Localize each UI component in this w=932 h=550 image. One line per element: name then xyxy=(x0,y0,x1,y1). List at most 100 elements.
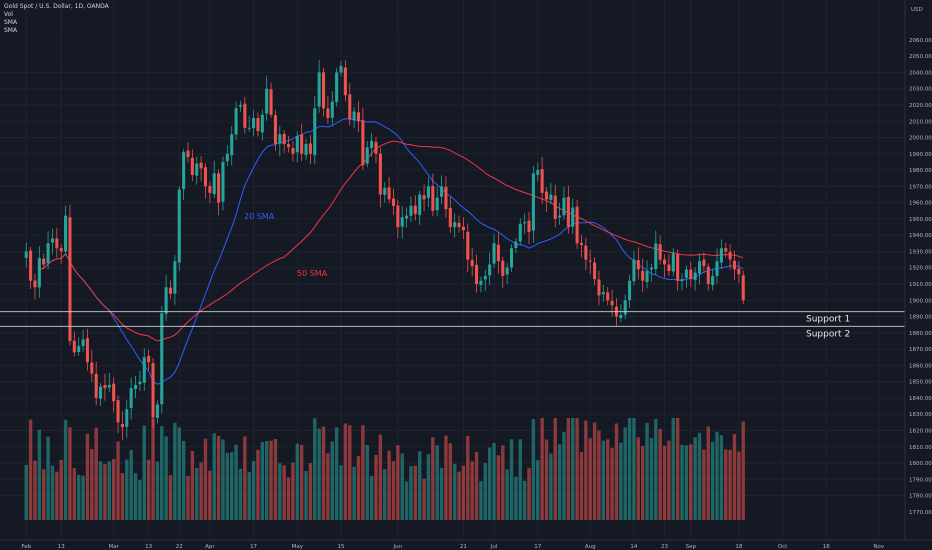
volume-bar xyxy=(505,469,509,520)
candle-body xyxy=(59,248,63,252)
y-tick-label: 1970.000 xyxy=(909,184,932,190)
candle-body xyxy=(523,222,527,224)
volume-bar xyxy=(400,453,404,520)
y-tick-label: 1950.000 xyxy=(909,217,932,223)
candle-body xyxy=(203,167,208,187)
candle-body xyxy=(107,384,111,388)
candle-body xyxy=(413,205,417,215)
candle-body xyxy=(85,338,89,363)
volume-bar xyxy=(142,425,146,520)
y-tick-label: 1800.000 xyxy=(909,461,932,467)
candle-body xyxy=(728,251,732,260)
candle-body xyxy=(654,243,658,270)
candle xyxy=(571,198,575,234)
candle xyxy=(335,67,339,107)
volume-bar xyxy=(356,456,361,520)
candle xyxy=(243,96,247,134)
volume-bar xyxy=(85,433,90,520)
sma-20-label: 20 SMA xyxy=(244,212,275,221)
candle-body xyxy=(453,222,457,228)
candle xyxy=(684,265,688,288)
candle-body xyxy=(304,144,308,155)
candle xyxy=(50,228,54,255)
candle-body xyxy=(291,148,295,154)
candle xyxy=(619,304,623,323)
volume-bar xyxy=(391,461,396,520)
candle-body xyxy=(173,261,177,294)
volume-bar xyxy=(146,459,151,520)
candle-body xyxy=(667,264,671,271)
price-axis-bg xyxy=(905,0,932,550)
candle xyxy=(252,110,256,137)
volume-bar xyxy=(697,432,702,520)
candle xyxy=(269,82,273,119)
candle-body xyxy=(597,279,601,296)
candle-body xyxy=(575,206,579,244)
candle xyxy=(129,377,133,420)
volume-bar xyxy=(387,450,391,520)
candle-body xyxy=(24,251,28,258)
price-axis[interactable]: 1770.000 1780.000 1790.000 1800.000 1810.000… xyxy=(904,0,932,550)
y-tick-label: 1940.000 xyxy=(909,233,932,239)
candle xyxy=(531,166,535,243)
candle-body xyxy=(365,147,369,164)
candle xyxy=(588,250,592,275)
candle-body xyxy=(470,260,474,267)
candle-body xyxy=(55,238,59,249)
volume-bar xyxy=(212,433,216,520)
candle-body xyxy=(440,186,444,197)
x-tick-label: 18 xyxy=(735,544,742,550)
candle xyxy=(151,358,155,429)
candle-body xyxy=(160,313,164,405)
candle-body xyxy=(335,72,339,102)
candle-body xyxy=(116,400,120,423)
candle-body xyxy=(391,198,396,206)
candle-body xyxy=(339,65,343,73)
candle xyxy=(575,199,579,249)
candle-body xyxy=(483,275,487,280)
volume-bar xyxy=(461,465,466,520)
candle xyxy=(195,156,199,185)
candle-body xyxy=(645,270,649,283)
volume-bar xyxy=(168,475,173,520)
y-tick-label: 1810.000 xyxy=(909,445,932,451)
candle xyxy=(247,115,251,132)
candle-body xyxy=(461,226,465,231)
candle-body xyxy=(29,250,33,281)
candle-body xyxy=(94,373,98,398)
candle xyxy=(46,231,50,270)
candle-body xyxy=(448,208,452,228)
candle xyxy=(405,207,409,228)
candle-body xyxy=(247,127,251,129)
volume-bar xyxy=(645,422,649,520)
sma-20-line xyxy=(39,118,744,385)
volume-bar xyxy=(269,440,273,520)
candle-body xyxy=(649,267,653,270)
candle-body xyxy=(610,300,614,306)
volume-bar xyxy=(330,441,334,520)
candle xyxy=(225,145,229,167)
y-tick-label: 1990.000 xyxy=(909,152,932,158)
candle-body xyxy=(252,118,256,129)
volume-bar xyxy=(675,418,680,520)
volume-bar xyxy=(111,459,116,520)
volume-bar xyxy=(361,425,365,520)
volume-bar xyxy=(195,467,199,520)
x-tick-label: 15 xyxy=(338,544,345,550)
volume-bar xyxy=(536,460,540,520)
candle xyxy=(597,270,601,306)
volume-bar xyxy=(221,439,225,520)
candle-body xyxy=(356,112,361,122)
candle xyxy=(55,227,59,258)
volume-bar xyxy=(741,421,745,520)
x-tick-label: 14 xyxy=(630,544,637,550)
candle-body xyxy=(326,108,330,119)
candle xyxy=(308,134,312,165)
time-axis[interactable]: Feb 13 Mar 13 22 Apr 17 May 15 Jun 21 Jul 17 Aug 14 23 S… xyxy=(0,539,932,550)
candle xyxy=(378,147,382,208)
candle xyxy=(457,215,461,233)
volume-bar xyxy=(540,418,544,520)
volume-bar xyxy=(654,418,658,520)
candle-body xyxy=(343,67,347,96)
